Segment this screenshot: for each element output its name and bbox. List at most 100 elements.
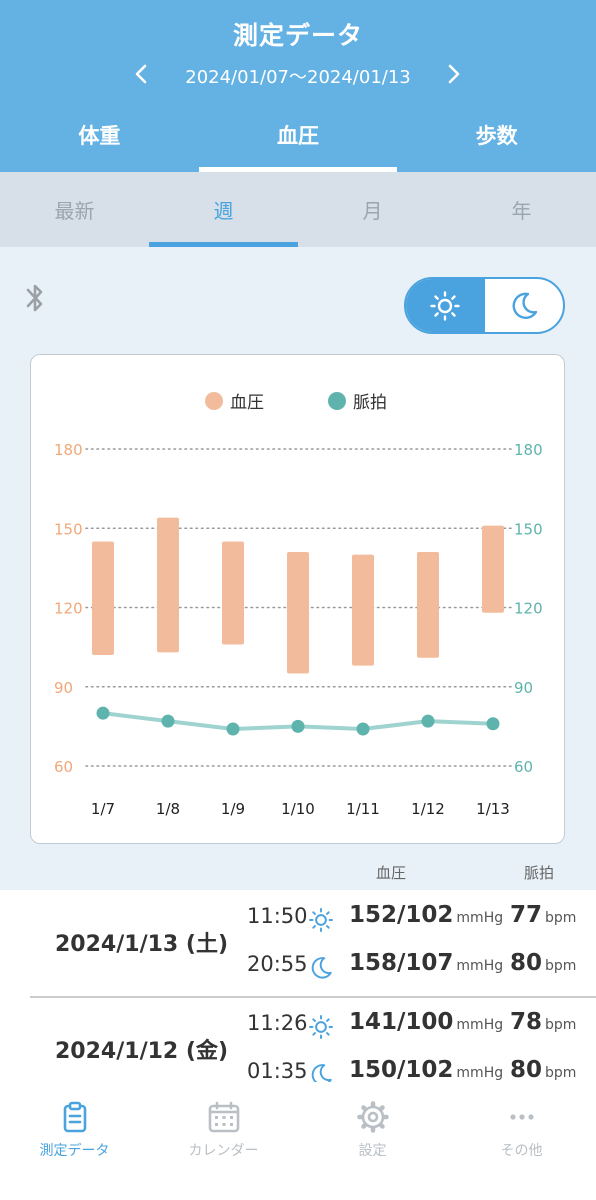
y-right-tick-label: 90 bbox=[514, 679, 533, 697]
nav-label: 測定データ bbox=[39, 1143, 110, 1159]
y-right-tick-label: 120 bbox=[514, 600, 543, 618]
record-pulse: 78 bpm bbox=[510, 1009, 576, 1035]
page-title: 測定データ bbox=[232, 21, 363, 50]
nav-label: 設定 bbox=[358, 1143, 387, 1159]
pulse-point bbox=[291, 719, 305, 733]
pulse-unit: bpm bbox=[545, 910, 577, 926]
moon-icon bbox=[512, 292, 537, 319]
bp-range-bar bbox=[157, 517, 179, 653]
list-item[interactable]: 11:26 141/100 mmHg 78 bpm bbox=[0, 1005, 596, 1049]
bp-unit: mmHg bbox=[456, 958, 504, 974]
nav-label: その他 bbox=[500, 1143, 543, 1159]
record-time: 20:55 bbox=[247, 952, 308, 976]
y-left-tick-label: 120 bbox=[54, 600, 83, 618]
list-header-pulse: 脈拍 bbox=[524, 864, 555, 882]
legend-pulse-label: 脈拍 bbox=[353, 393, 387, 413]
bp-range-bar bbox=[222, 541, 244, 645]
bp-value: 150/102 bbox=[349, 1057, 454, 1083]
day-date: 2024/1/12 (金) bbox=[55, 1039, 228, 1064]
chevron-right-icon bbox=[448, 64, 460, 84]
day-night-toggle bbox=[404, 277, 565, 334]
clipboard-icon bbox=[63, 1101, 86, 1133]
more-icon bbox=[509, 1114, 534, 1120]
pulse-value: 77 bbox=[510, 902, 543, 928]
nav-settings[interactable]: 設定 bbox=[298, 1082, 447, 1200]
bp-range-bar bbox=[352, 554, 374, 666]
pulse-point bbox=[486, 717, 500, 731]
tab-year[interactable]: 年 bbox=[511, 199, 532, 223]
sun-icon bbox=[309, 1015, 333, 1039]
pulse-value: 78 bbox=[510, 1009, 543, 1035]
bluetooth-icon[interactable] bbox=[24, 281, 46, 315]
record-time: 11:26 bbox=[247, 1011, 308, 1035]
legend-bp-label: 血圧 bbox=[230, 393, 264, 413]
x-tick-label: 1/10 bbox=[281, 800, 315, 818]
night-filter-button[interactable] bbox=[485, 279, 564, 332]
pulse-point bbox=[421, 714, 435, 728]
list-item[interactable]: 01:35 150/102 mmHg 80 bpm bbox=[0, 1053, 596, 1090]
day-date: 2024/1/13 (土) bbox=[55, 932, 228, 957]
nav-other[interactable]: その他 bbox=[447, 1082, 596, 1200]
pulse-value: 80 bbox=[510, 950, 543, 976]
pulse-unit: bpm bbox=[545, 958, 577, 974]
record-time: 01:35 bbox=[247, 1059, 308, 1083]
day-group[interactable]: 2024/1/12 (金) 11:26 141/100 mmHg 78 bpm 01… bbox=[0, 997, 596, 1090]
record-pulse: 80 bpm bbox=[510, 950, 576, 976]
chevron-left-icon bbox=[135, 64, 147, 84]
record-bp: 158/107 mmHg bbox=[349, 950, 503, 976]
bottom-nav: 測定データ カレンダー 設定 bbox=[0, 1082, 596, 1200]
sun-icon bbox=[430, 290, 460, 321]
app-header: 測定データ 2024/01/07～2024/01/13 体重 血圧 歩数 bbox=[0, 0, 596, 172]
moon-icon bbox=[311, 957, 332, 979]
record-pulse: 77 bpm bbox=[510, 902, 576, 928]
divider bbox=[30, 996, 596, 998]
pulse-point bbox=[356, 722, 370, 736]
y-left-tick-label: 150 bbox=[54, 520, 83, 538]
x-tick-label: 1/9 bbox=[221, 800, 245, 818]
y-right-tick-label: 180 bbox=[514, 441, 543, 459]
legend-bp-swatch bbox=[205, 392, 223, 410]
date-range-label: 2024/01/07～2024/01/13 bbox=[185, 67, 411, 88]
gear-icon bbox=[356, 1101, 389, 1133]
nav-measurement-data[interactable]: 測定データ bbox=[0, 1082, 149, 1200]
measurement-tabs: 体重 血圧 歩数 bbox=[0, 115, 596, 172]
bp-unit: mmHg bbox=[456, 1065, 504, 1081]
tab-blood-pressure[interactable]: 血圧 bbox=[198, 115, 398, 172]
next-week-button[interactable] bbox=[441, 62, 465, 86]
measurement-list: 2024/1/13 (土) 11:50 152/102 mmHg 77 bpm 20… bbox=[0, 890, 596, 1090]
record-pulse: 80 bpm bbox=[510, 1057, 576, 1083]
tab-month[interactable]: 月 bbox=[362, 199, 383, 223]
bp-value: 152/102 bbox=[349, 902, 454, 928]
nav-calendar[interactable]: カレンダー bbox=[149, 1082, 298, 1200]
x-tick-label: 1/13 bbox=[476, 800, 510, 818]
tab-latest[interactable]: 最新 bbox=[54, 199, 95, 223]
day-filter-button[interactable] bbox=[406, 279, 485, 332]
day-group[interactable]: 2024/1/13 (土) 11:50 152/102 mmHg 77 bpm 20… bbox=[0, 890, 596, 998]
y-left-tick-label: 60 bbox=[54, 758, 73, 776]
list-header: 血圧 脈拍 bbox=[0, 858, 596, 888]
bp-range-bar bbox=[482, 525, 504, 613]
calendar-icon bbox=[208, 1101, 239, 1133]
tab-weight[interactable]: 体重 bbox=[78, 124, 121, 148]
tab-steps[interactable]: 歩数 bbox=[475, 124, 518, 148]
y-left-tick-label: 180 bbox=[54, 441, 83, 459]
pulse-point bbox=[161, 714, 175, 728]
y-right-tick-label: 150 bbox=[514, 520, 543, 538]
pulse-point bbox=[96, 706, 110, 720]
record-time: 11:50 bbox=[247, 904, 308, 928]
nav-label: カレンダー bbox=[188, 1143, 259, 1159]
bp-range-bar bbox=[92, 541, 114, 656]
record-bp: 152/102 mmHg bbox=[349, 902, 503, 928]
bp-range-bar bbox=[287, 552, 309, 674]
y-left-tick-label: 90 bbox=[54, 679, 73, 697]
pulse-value: 80 bbox=[510, 1057, 543, 1083]
y-right-tick-label: 60 bbox=[514, 758, 533, 776]
tab-week[interactable]: 週 bbox=[149, 172, 298, 247]
x-tick-label: 1/7 bbox=[91, 800, 115, 818]
previous-week-button[interactable] bbox=[130, 62, 154, 86]
bp-unit: mmHg bbox=[456, 1017, 504, 1033]
list-item[interactable]: 20:55 158/107 mmHg 80 bpm bbox=[0, 946, 596, 990]
list-item[interactable]: 11:50 152/102 mmHg 77 bpm bbox=[0, 898, 596, 942]
pulse-point bbox=[226, 722, 240, 736]
record-bp: 150/102 mmHg bbox=[349, 1057, 503, 1083]
